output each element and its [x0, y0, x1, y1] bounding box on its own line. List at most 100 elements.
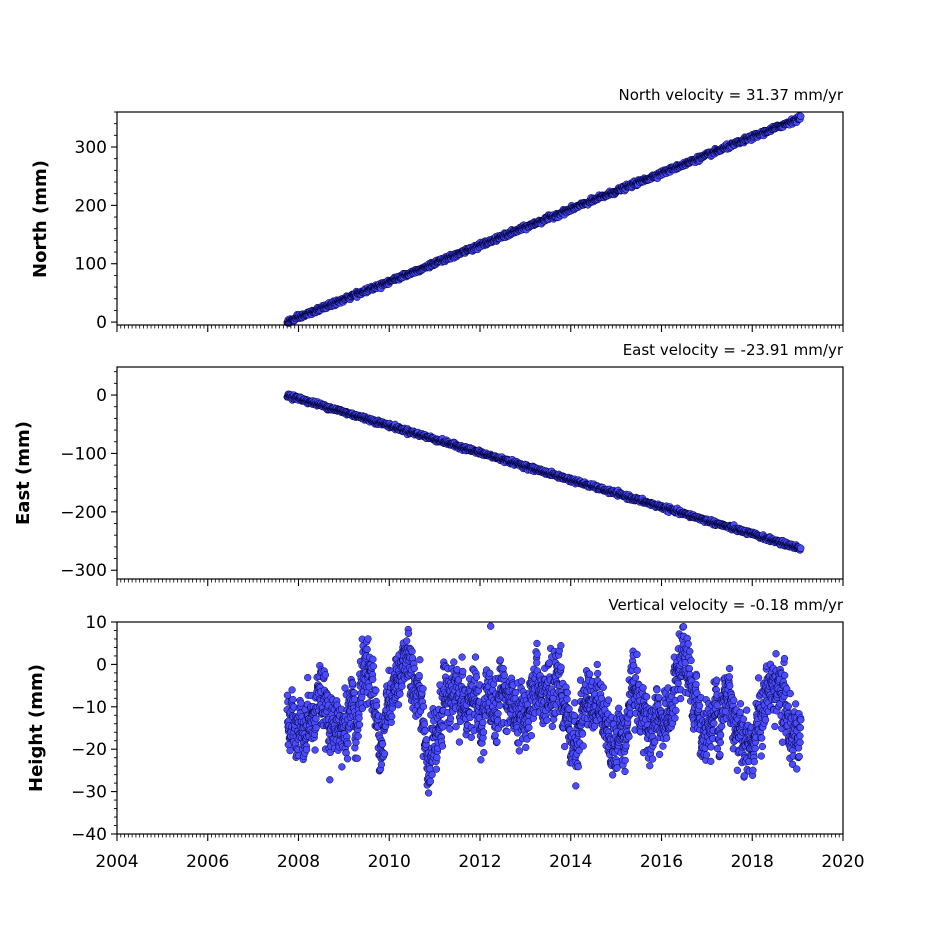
east-velocity-title: East velocity = -23.91 mm/yr — [623, 341, 844, 359]
height-data-point — [344, 739, 352, 748]
height-data-point — [533, 639, 541, 648]
height-data-point — [471, 653, 480, 661]
height-data-point — [450, 658, 458, 666]
height-data-point — [369, 675, 377, 684]
height-data-point — [499, 664, 507, 673]
north-data-point — [797, 112, 805, 120]
height-data-point — [388, 712, 396, 721]
height-data-point — [477, 756, 485, 764]
height-data-point — [394, 701, 403, 709]
height-data-point — [358, 693, 366, 702]
height-data-point — [297, 699, 305, 707]
north-y-tick-label: 300 — [75, 138, 107, 158]
height-data-point — [446, 714, 455, 722]
height-data-point — [338, 763, 346, 771]
height-data-point — [355, 714, 363, 722]
height-data-point — [416, 656, 424, 664]
height-data-point — [494, 709, 502, 718]
height-data-point — [420, 720, 428, 728]
height-data-point — [574, 763, 582, 771]
height-data-point — [369, 662, 378, 670]
height-data-point — [403, 637, 411, 645]
east-y-tick-label: −100 — [60, 444, 107, 464]
height-data-point — [372, 702, 381, 710]
height-data-point — [522, 743, 530, 752]
height-data-point — [326, 776, 334, 784]
height-data-point — [487, 622, 495, 630]
height-data-point — [467, 733, 475, 741]
height-data-point — [480, 748, 488, 757]
height-data-point — [432, 765, 441, 773]
height-data-point — [363, 645, 371, 653]
height-data-point — [525, 723, 533, 732]
height-data-point — [424, 789, 433, 797]
height-data-point — [415, 671, 423, 680]
height-data-point — [533, 650, 541, 658]
height-data-point — [321, 671, 330, 679]
height-data-point — [604, 696, 613, 704]
height-data-point — [561, 742, 569, 751]
height-data-point — [369, 655, 377, 663]
height-data-point — [557, 641, 565, 650]
height-data-point — [491, 731, 499, 739]
height-data-point — [458, 653, 466, 661]
height-data-point — [364, 635, 372, 643]
height-data-point — [352, 738, 360, 747]
height-data-point — [500, 671, 508, 679]
height-data-point — [422, 736, 431, 744]
height-data-point — [578, 730, 587, 738]
height-data-point — [410, 664, 418, 673]
height-data-point — [515, 747, 523, 755]
height-data-point — [304, 673, 312, 682]
vertical-velocity-title: Vertical velocity = -0.18 mm/yr — [608, 596, 843, 614]
height-data-point — [288, 686, 296, 694]
height-data-point — [343, 755, 352, 763]
height-data-point — [438, 742, 447, 750]
height-data-point — [486, 669, 494, 677]
height-data-point — [404, 629, 413, 638]
height-data-point — [377, 760, 386, 769]
north-points — [283, 112, 805, 327]
east-y-tick-label: −200 — [60, 503, 107, 523]
height-data-point — [355, 720, 364, 729]
height-data-point — [350, 689, 358, 697]
height-data-point — [289, 695, 297, 704]
height-data-point — [548, 722, 557, 731]
height-data-point — [557, 663, 565, 671]
height-data-point — [621, 756, 629, 765]
height-data-point — [311, 746, 319, 754]
height-data-point — [419, 702, 428, 711]
east-y-tick-label: −300 — [60, 561, 107, 581]
height-data-point — [563, 695, 571, 703]
height-data-point — [527, 731, 536, 740]
height-data-point — [446, 725, 454, 733]
height-data-point — [396, 690, 404, 698]
height-data-point — [565, 705, 573, 713]
height-data-point — [459, 667, 467, 676]
height-data-point — [609, 771, 617, 779]
height-data-point — [615, 704, 623, 712]
east-y-tick-label: 0 — [96, 386, 107, 406]
north-y-tick-label: 200 — [75, 196, 107, 216]
height-data-point — [543, 716, 551, 724]
height-data-point — [283, 691, 292, 699]
height-data-point — [372, 686, 380, 695]
height-data-point — [408, 647, 416, 656]
height-data-point — [545, 659, 553, 667]
height-data-point — [479, 718, 487, 727]
height-data-point — [593, 660, 601, 669]
height-data-point — [426, 777, 435, 785]
height-data-point — [594, 669, 602, 678]
height-data-point — [428, 771, 436, 779]
height-data-point — [455, 738, 464, 746]
height-data-point — [479, 728, 488, 736]
height-data-point — [312, 715, 320, 723]
height-data-point — [398, 682, 406, 690]
height-data-point — [572, 782, 580, 790]
height-data-point — [495, 701, 504, 710]
height-data-point — [571, 699, 579, 707]
east-y-axis-label: East (mm) — [13, 421, 34, 525]
height-data-point — [433, 753, 441, 762]
